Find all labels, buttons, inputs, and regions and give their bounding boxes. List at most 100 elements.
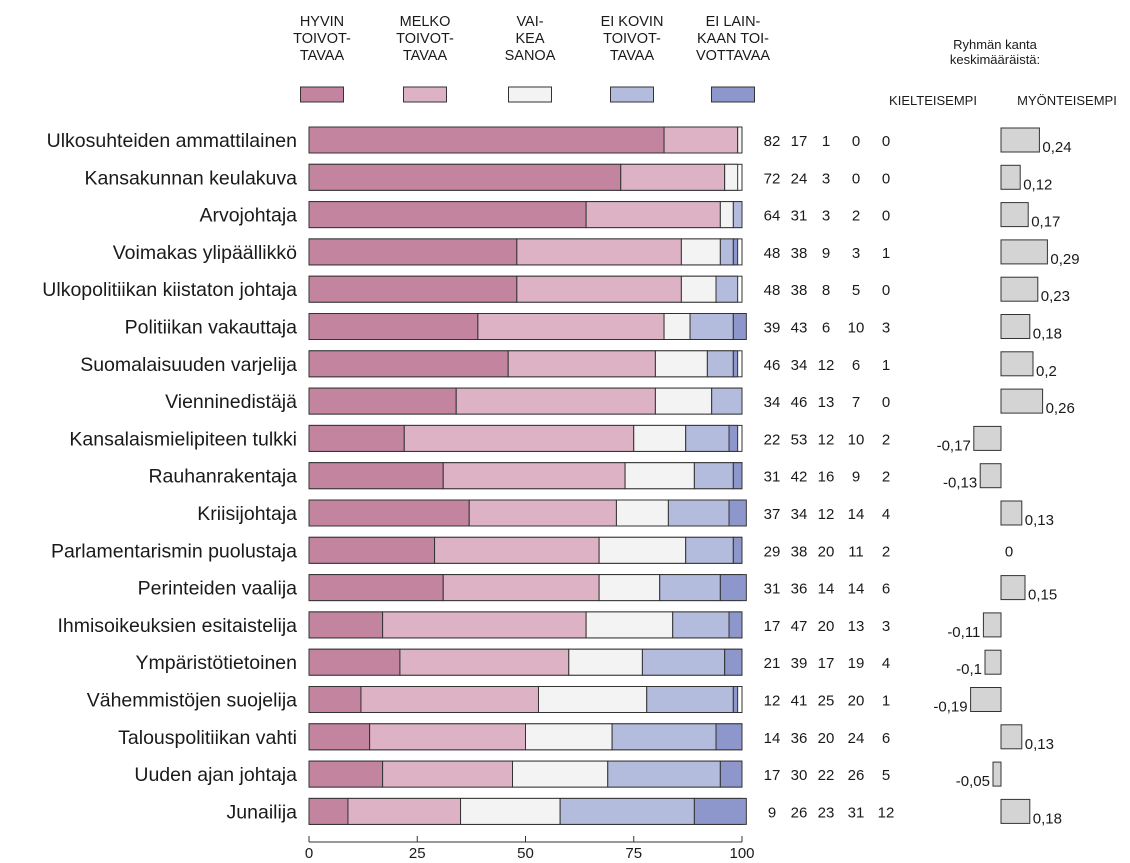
legend-label-line: TAVAA [403, 48, 448, 64]
group-mean-bar [1000, 500, 1023, 526]
bar-segment [308, 163, 622, 191]
data-label: 0 [882, 282, 890, 299]
data-label: 3 [882, 618, 890, 635]
chart-row: Politiikan vakauttaja 39 43 6 10 3 [125, 313, 890, 340]
data-label: 13 [848, 618, 865, 635]
group-mean-label: 0,24 [1042, 139, 1071, 156]
data-label: 21 [764, 655, 781, 672]
data-label: 20 [818, 618, 835, 635]
category-label: Junailija [227, 801, 298, 823]
group-mean-bar [1000, 798, 1031, 824]
group-mean-item: 0,26 [1000, 388, 1075, 417]
data-label: 11 [848, 543, 864, 560]
legend-swatch [610, 86, 654, 103]
category-label: Talouspolitiikan vahti [118, 727, 297, 749]
bar-segment [507, 350, 656, 378]
data-label: 46 [764, 357, 781, 374]
bar-segment [667, 499, 730, 527]
bar-segment [620, 163, 726, 191]
group-mean-label: -0,19 [933, 699, 967, 716]
bar-segment [646, 686, 734, 713]
data-label: 2 [882, 431, 890, 448]
legend: HYVINTOIVOT-TAVAAMELKOTOIVOT-TAVAAVAI-KE… [293, 14, 770, 103]
data-label: 9 [768, 804, 776, 821]
bar-segment [308, 760, 384, 788]
group-mean-label: 0,15 [1028, 587, 1057, 604]
group-mean-bar [992, 761, 1002, 787]
bar-segment [525, 723, 613, 751]
category-label: Ulkosuhteiden ammattilainen [47, 130, 297, 152]
group-mean-bar [984, 649, 1002, 675]
bar-segment [308, 350, 509, 378]
group-mean-bar [1000, 239, 1048, 265]
data-label: 39 [791, 655, 808, 672]
bar-segment [624, 462, 695, 490]
data-label: 48 [764, 245, 781, 262]
category-label: Politiikan vakauttaja [125, 317, 298, 339]
data-label: 42 [791, 469, 808, 486]
legend-label-line: HYVIN [300, 14, 344, 30]
bar-segment [672, 611, 730, 639]
legend-label-line: KEA [515, 31, 544, 47]
bar-segment [706, 350, 734, 378]
data-label: 12 [818, 431, 835, 448]
bar-segment [719, 574, 747, 602]
data-label: 9 [852, 469, 860, 486]
bar-segment [468, 499, 617, 527]
bar-segment [434, 536, 600, 564]
data-label: 36 [791, 581, 808, 598]
data-label: 34 [791, 357, 808, 374]
group-mean-bar [1000, 164, 1021, 190]
data-label: 0 [882, 394, 890, 411]
group-mean-item: -0,05 [956, 761, 1002, 790]
bar-segment [641, 648, 726, 676]
group-mean-label: 0,26 [1046, 400, 1075, 417]
data-label: 47 [791, 618, 808, 635]
legend-label-line: TOIVOT- [293, 31, 351, 47]
group-mean-label: 0,18 [1033, 326, 1062, 343]
legend-label-line: MELKO [400, 14, 451, 30]
group-mean-bar [1000, 314, 1031, 339]
category-label: Vienninedistäjä [165, 391, 297, 413]
group-mean-label: 0,23 [1041, 288, 1070, 305]
legend-swatch [508, 86, 552, 103]
chart-rows: Ulkosuhteiden ammattilainen 82 17 1 0 0Kansak… [42, 126, 894, 825]
bar-segment [615, 499, 669, 527]
bar-segment [715, 723, 743, 751]
data-label: 6 [882, 730, 890, 747]
bar-segment [442, 462, 626, 490]
data-label: 38 [791, 543, 808, 560]
data-label: 20 [848, 693, 865, 710]
data-label: 43 [791, 320, 808, 337]
data-label: 2 [852, 208, 860, 225]
group-mean-item: 0,2 [1000, 351, 1057, 380]
data-label: 2 [882, 543, 890, 560]
group-mean-label: 0,29 [1050, 251, 1079, 268]
bar-segment [308, 275, 518, 303]
data-label: 12 [764, 693, 781, 710]
bar-segment [568, 648, 643, 676]
data-label: 4 [882, 655, 890, 672]
bar-segment [369, 723, 526, 751]
chart-row: Junailija 9 26 23 31 12 [227, 797, 894, 825]
x-tick-label: 75 [625, 845, 642, 862]
group-mean-label: 0,13 [1025, 736, 1054, 753]
data-label: 26 [848, 767, 865, 784]
bar-segment [598, 574, 661, 602]
data-label: 24 [848, 730, 865, 747]
group-title-line-2: keskimääräistä: [950, 52, 1040, 67]
bar-segment [611, 723, 717, 751]
legend-label-line: VOTTAVAA [696, 48, 770, 64]
group-mean-item: 0,23 [1000, 276, 1070, 305]
group-title-line-1: Ryhmän kanta [953, 37, 1038, 52]
bar-segment [308, 238, 518, 266]
group-mean-bar [1000, 351, 1034, 377]
chart-row: Vienninedistäjä 34 46 13 7 0 [165, 387, 890, 415]
group-mean-label: -0,1 [956, 661, 982, 678]
bar-segment [728, 424, 739, 452]
data-label: 3 [882, 320, 890, 337]
bar-segment [308, 611, 384, 639]
